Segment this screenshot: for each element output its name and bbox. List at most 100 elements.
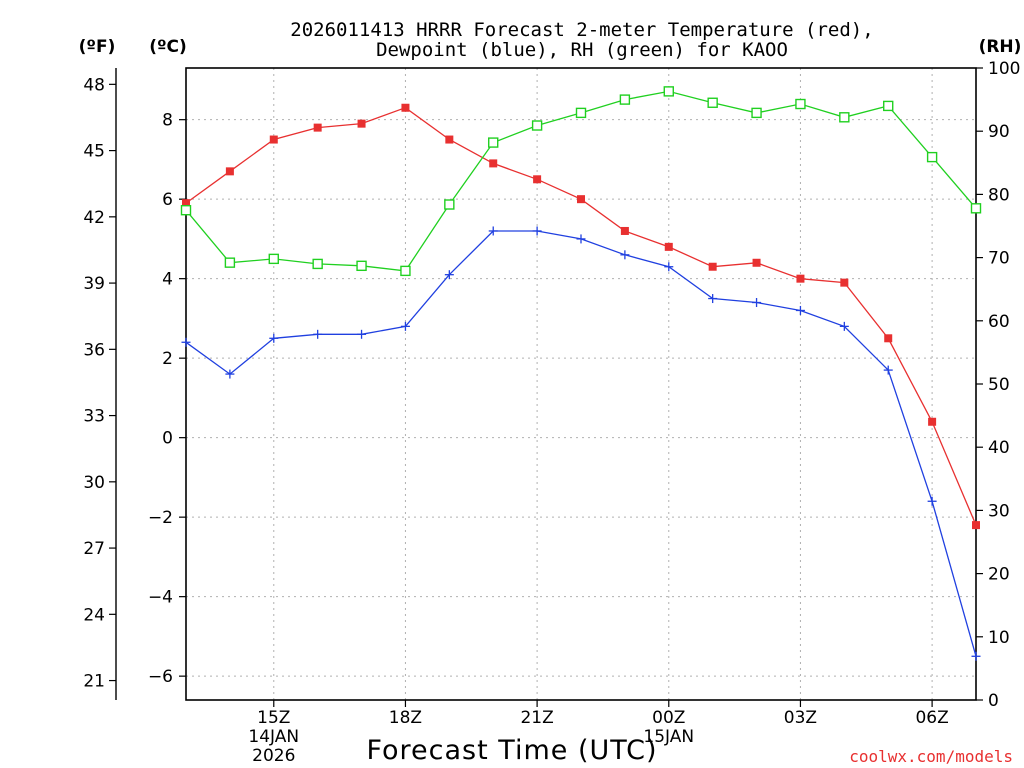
temperature-point (269, 135, 278, 144)
rh-point (839, 112, 850, 123)
rh-point (488, 137, 499, 148)
rh-point (444, 199, 455, 210)
rh-point (795, 98, 806, 110)
rh-point (926, 151, 938, 163)
rh-point (268, 253, 279, 265)
dewpoint-point (971, 651, 981, 661)
rh-point (531, 120, 543, 131)
celsius-tick-label: 2 (162, 349, 173, 369)
dewpoint-point (181, 337, 191, 347)
temperature-point (884, 334, 893, 343)
rh-point (180, 204, 192, 216)
rh-tick-label: 40 (988, 438, 1010, 458)
rh-tick-label: 90 (988, 122, 1010, 142)
x-tick-label: 00Z (652, 708, 685, 728)
dewpoint-point (444, 270, 454, 280)
temperature-point (664, 242, 673, 251)
fahrenheit-tick-label: 36 (83, 340, 105, 360)
rh-point (751, 107, 762, 119)
temperature-point (840, 278, 849, 287)
rh-tick-label: 30 (988, 501, 1010, 521)
fahrenheit-tick-label: 33 (83, 407, 105, 427)
fahrenheit-tick-label: 42 (83, 208, 105, 228)
rh-tick-label: 100 (988, 59, 1020, 79)
dewpoint-point (620, 250, 630, 260)
fahrenheit-tick-label: 30 (83, 473, 105, 493)
chart-title-line2: Dewpoint (blue), RH (green) for KAOO (376, 39, 788, 61)
x-tick-label: 21Z (520, 708, 553, 728)
rh-point (970, 203, 982, 214)
temperature-point (928, 417, 937, 426)
fahrenheit-tick-label: 24 (83, 605, 105, 625)
dewpoint-line (185, 230, 977, 657)
dewpoint-point (576, 234, 586, 244)
x-tick-label: 15Z (257, 708, 290, 728)
dewpoint-point (927, 496, 937, 506)
x-tick-label: 03Z (784, 708, 817, 728)
celsius-tick-label: 8 (162, 111, 173, 131)
temperature-line (185, 106, 977, 526)
rh-tick-label: 80 (988, 185, 1010, 205)
x-tick-date-label: 14JAN (248, 727, 299, 747)
axes (109, 67, 983, 707)
temperature-point (577, 195, 585, 204)
temperature-point (489, 159, 498, 168)
dewpoint-point (269, 333, 279, 343)
rh-point (663, 86, 674, 97)
fahrenheit-tick-label: 21 (83, 672, 105, 692)
temperature-point (357, 119, 366, 128)
rh-point (356, 260, 367, 272)
fahrenheit-tick-label: 45 (83, 142, 105, 162)
dewpoint-point (795, 305, 805, 315)
fahrenheit-tick-label: 27 (83, 539, 105, 559)
x-tick-label: 06Z (915, 708, 948, 728)
temperature-point (708, 262, 717, 271)
rh-unit-label: (RH) (979, 37, 1022, 57)
x-tick-year-label: 2026 (252, 746, 295, 766)
temperature-point (752, 258, 761, 267)
fahrenheit-tick-label: 39 (83, 274, 105, 294)
dewpoint-point (664, 262, 674, 272)
x-tick-label: 18Z (389, 708, 422, 728)
dewpoint-point (708, 294, 718, 304)
dewpoint-point (752, 298, 762, 308)
celsius-tick-label: 6 (162, 190, 173, 210)
rh-tick-label: 70 (988, 249, 1010, 269)
x-axis-title: Forecast Time (UTC) (366, 735, 657, 766)
x-tick-date-label: 15JAN (643, 727, 694, 747)
dewpoint-point (532, 226, 542, 236)
rh-point (312, 258, 323, 270)
fahrenheit-unit-label: (ºF) (79, 37, 116, 57)
dewpoint-point (357, 329, 367, 339)
rh-point (619, 94, 631, 105)
plot-frame (185, 67, 977, 701)
rh-tick-label: 60 (988, 312, 1010, 332)
celsius-tick-label: −2 (148, 508, 173, 528)
rh-point (400, 265, 411, 277)
temperature-point (620, 226, 629, 235)
credit-link[interactable]: coolwx.com/models (849, 747, 1013, 766)
celsius-tick-label: −4 (148, 588, 173, 608)
rh-point (575, 107, 587, 119)
temperature-point (401, 103, 410, 112)
dewpoint-point (313, 329, 323, 339)
celsius-unit-label: (ºC) (149, 37, 187, 57)
fahrenheit-tick-label: 48 (83, 75, 105, 95)
temperature-point (225, 167, 234, 176)
rh-tick-label: 50 (988, 375, 1010, 395)
rh-point (224, 257, 236, 268)
rh-line (185, 90, 977, 272)
data-series (180, 86, 982, 661)
rh-tick-label: 10 (988, 628, 1010, 648)
temperature-point (445, 135, 454, 144)
temperature-point (533, 175, 542, 184)
dewpoint-point (400, 321, 410, 331)
temperature-point (796, 274, 805, 283)
celsius-tick-label: −6 (148, 667, 173, 687)
dewpoint-point (839, 321, 849, 331)
rh-tick-label: 0 (988, 691, 999, 711)
tick-labels: 86420−2−4−648454239363330272421100908070… (83, 59, 1020, 766)
temperature-point (182, 199, 190, 208)
rh-tick-label: 20 (988, 565, 1010, 585)
